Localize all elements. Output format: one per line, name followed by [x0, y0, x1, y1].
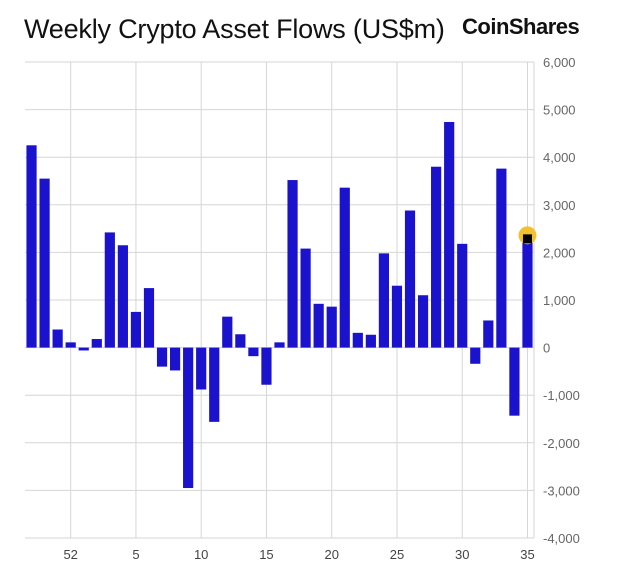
- bar-week-14: [248, 347, 259, 357]
- bar-week-34: [509, 347, 520, 416]
- bar-week-17: [287, 180, 298, 348]
- bar-week-3: [104, 232, 115, 348]
- y-tick-label: 5,000: [543, 103, 576, 118]
- bar-week-51: [52, 329, 63, 348]
- y-tick-label: -4,000: [543, 531, 580, 546]
- bar-week-30: [457, 243, 468, 348]
- bar-week-29: [444, 121, 455, 348]
- x-tick-label: 35: [520, 547, 534, 562]
- x-tick-label: 5: [132, 547, 139, 562]
- bar-week-2: [91, 339, 102, 348]
- bar-week-13: [235, 334, 246, 348]
- bar-week-19: [313, 303, 324, 348]
- bar-week-1: [78, 347, 89, 351]
- bar-week-24: [378, 253, 389, 348]
- bar-week-32: [483, 320, 494, 348]
- x-tick-label: 20: [324, 547, 338, 562]
- bar-week-22: [352, 332, 363, 348]
- bar-week-18: [300, 248, 311, 348]
- bar-week-31: [470, 347, 481, 364]
- bar-week-21: [339, 187, 350, 348]
- bar-week-10: [196, 347, 207, 390]
- bar-week-9: [183, 347, 194, 489]
- bar-week-23: [365, 334, 376, 348]
- bar-week-35: [522, 233, 533, 348]
- x-axis: 52 5 10 15 20 25 30 35: [63, 547, 534, 562]
- y-axis: 6,000 5,000 4,000 3,000 2,000 1,000 0 -1,000 -2,…: [543, 55, 580, 546]
- bar-week-6: [143, 288, 155, 348]
- bar-week-49: [26, 145, 37, 348]
- bar-week-7: [156, 347, 168, 367]
- bar-week-27: [417, 295, 429, 348]
- y-tick-label: 3,000: [543, 198, 576, 213]
- bar-week-26: [404, 210, 416, 348]
- bar-week-28: [431, 166, 442, 348]
- x-tick-label: 10: [194, 547, 208, 562]
- bar-week-15: [261, 347, 272, 385]
- chart-title: Weekly Crypto Asset Flows (US$m): [24, 14, 445, 44]
- y-tick-label: 6,000: [543, 55, 576, 70]
- x-tick-label: 30: [455, 547, 469, 562]
- y-tick-label: -1,000: [543, 388, 580, 403]
- y-tick-label: 4,000: [543, 150, 576, 165]
- bar-week-33: [496, 168, 507, 348]
- bar-week-11: [209, 347, 220, 422]
- latest-value-dot: [522, 234, 532, 244]
- x-tick-label: 15: [259, 547, 273, 562]
- y-tick-label: 2,000: [543, 245, 576, 260]
- bar-week-25: [391, 285, 403, 348]
- bar-week-4: [117, 245, 128, 348]
- y-tick-label: 1,000: [543, 293, 576, 308]
- bar-week-20: [326, 306, 337, 348]
- y-tick-label: -2,000: [543, 436, 580, 451]
- bar-week-8: [170, 347, 181, 371]
- bar-week-12: [222, 316, 233, 348]
- y-tick-label: -3,000: [543, 483, 580, 498]
- chart-bars: [26, 121, 533, 489]
- y-tick-label: 0: [543, 341, 550, 356]
- bar-week-52: [65, 342, 76, 348]
- coinshares-logo: CoinShares: [462, 14, 580, 39]
- x-tick-label: 25: [390, 547, 404, 562]
- bar-week-16: [274, 342, 285, 348]
- bar-week-50: [39, 178, 50, 348]
- latest-value-marker: [518, 226, 537, 245]
- x-tick-label: 52: [63, 547, 77, 562]
- bar-week-5: [130, 311, 142, 348]
